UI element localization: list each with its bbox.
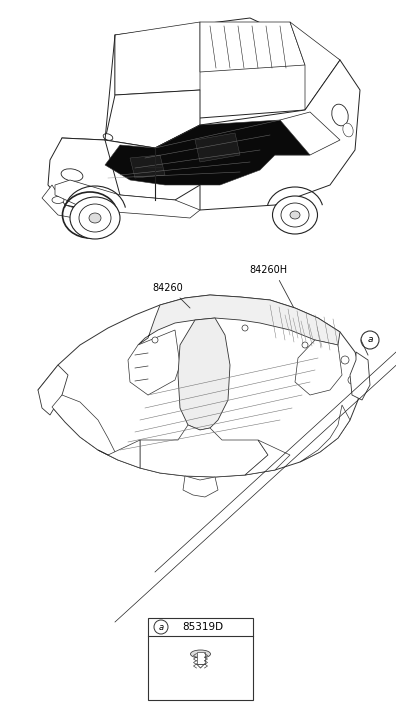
Polygon shape [130, 155, 165, 178]
Polygon shape [48, 138, 120, 210]
Polygon shape [295, 340, 342, 395]
Polygon shape [98, 440, 140, 468]
Polygon shape [38, 365, 68, 415]
Ellipse shape [79, 204, 111, 232]
Ellipse shape [281, 203, 309, 227]
Text: a: a [158, 622, 164, 632]
Polygon shape [115, 18, 340, 118]
Polygon shape [52, 395, 118, 460]
Text: 84260: 84260 [152, 283, 183, 293]
Ellipse shape [332, 104, 348, 126]
Ellipse shape [290, 211, 300, 219]
Text: 84260H: 84260H [249, 265, 287, 275]
Bar [148, 618, 253, 700]
Ellipse shape [52, 196, 64, 204]
Polygon shape [128, 330, 180, 395]
Circle shape [152, 337, 158, 343]
Polygon shape [300, 405, 350, 462]
Polygon shape [183, 476, 218, 497]
Ellipse shape [103, 134, 113, 140]
Circle shape [361, 331, 379, 349]
Polygon shape [38, 295, 362, 477]
Bar [196, 652, 204, 664]
Polygon shape [350, 352, 370, 400]
Polygon shape [200, 60, 360, 210]
Polygon shape [50, 138, 120, 210]
Circle shape [154, 620, 168, 634]
Polygon shape [115, 22, 200, 95]
Ellipse shape [89, 213, 101, 223]
Polygon shape [290, 22, 340, 110]
Polygon shape [140, 425, 268, 477]
Ellipse shape [70, 197, 120, 239]
Circle shape [341, 356, 349, 364]
Ellipse shape [61, 169, 83, 181]
Circle shape [242, 325, 248, 331]
Polygon shape [195, 133, 240, 162]
Polygon shape [178, 318, 230, 430]
Polygon shape [275, 112, 340, 155]
Text: 85319D: 85319D [183, 622, 224, 632]
Polygon shape [138, 295, 340, 345]
Polygon shape [55, 125, 200, 200]
Ellipse shape [190, 650, 211, 658]
Polygon shape [42, 185, 88, 220]
Polygon shape [200, 22, 305, 72]
Ellipse shape [272, 196, 318, 234]
Circle shape [348, 376, 356, 384]
Circle shape [302, 342, 308, 348]
Text: a: a [367, 335, 373, 345]
Polygon shape [55, 180, 200, 218]
Ellipse shape [343, 123, 353, 137]
Polygon shape [245, 440, 290, 475]
Polygon shape [105, 90, 200, 148]
Polygon shape [105, 120, 310, 185]
